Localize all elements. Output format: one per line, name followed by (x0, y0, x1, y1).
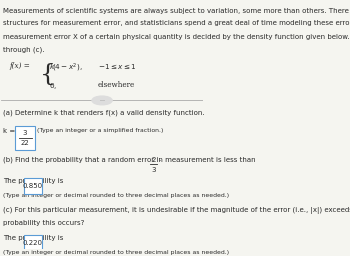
Text: .: . (158, 156, 160, 162)
FancyBboxPatch shape (24, 178, 42, 194)
Text: $-1 \leq x \leq 1$: $-1 \leq x \leq 1$ (98, 62, 137, 71)
Text: 3: 3 (151, 167, 156, 173)
FancyBboxPatch shape (15, 126, 35, 150)
Ellipse shape (92, 96, 112, 105)
Text: (c) For this particular measurement, it is undesirable if the magnitude of the e: (c) For this particular measurement, it … (4, 207, 350, 214)
Text: (Type an integer or decimal rounded to three decimal places as needed.): (Type an integer or decimal rounded to t… (4, 193, 230, 198)
Text: (b) Find the probability that a random error in measurement is less than: (b) Find the probability that a random e… (4, 156, 258, 163)
Text: The probability is: The probability is (4, 236, 66, 241)
Text: The probability is: The probability is (4, 178, 66, 184)
Text: ···: ··· (99, 98, 105, 103)
Text: {: { (40, 63, 56, 86)
Text: through (c).: through (c). (4, 46, 45, 53)
Text: measurement error X of a certain physical quantity is decided by the density fun: measurement error X of a certain physica… (4, 33, 350, 40)
Text: k =: k = (4, 128, 18, 134)
Text: (Type an integer or a simplified fraction.): (Type an integer or a simplified fractio… (37, 128, 163, 133)
Text: f(x) =: f(x) = (9, 62, 30, 70)
Text: (Type an integer or decimal rounded to three decimal places as needed.): (Type an integer or decimal rounded to t… (4, 250, 230, 255)
Text: 2: 2 (151, 157, 156, 163)
Text: structures for measurement error, and statisticians spend a great deal of time m: structures for measurement error, and st… (4, 20, 350, 26)
Text: 0.220: 0.220 (23, 240, 43, 246)
Text: probability this occurs?: probability this occurs? (4, 220, 85, 226)
FancyBboxPatch shape (24, 235, 42, 251)
Text: 0.850: 0.850 (23, 183, 43, 189)
Text: elsewhere: elsewhere (98, 81, 135, 89)
Text: 22: 22 (21, 140, 29, 146)
Text: $0,$: $0,$ (49, 81, 57, 91)
Text: Measurements of scientific systems are always subject to variation, some more th: Measurements of scientific systems are a… (4, 8, 350, 14)
Text: (a) Determine k that renders f(x) a valid density function.: (a) Determine k that renders f(x) a vali… (4, 109, 205, 116)
Text: 3: 3 (23, 130, 27, 136)
Text: $k\!\left(4-x^2\right),$: $k\!\left(4-x^2\right),$ (49, 62, 83, 74)
